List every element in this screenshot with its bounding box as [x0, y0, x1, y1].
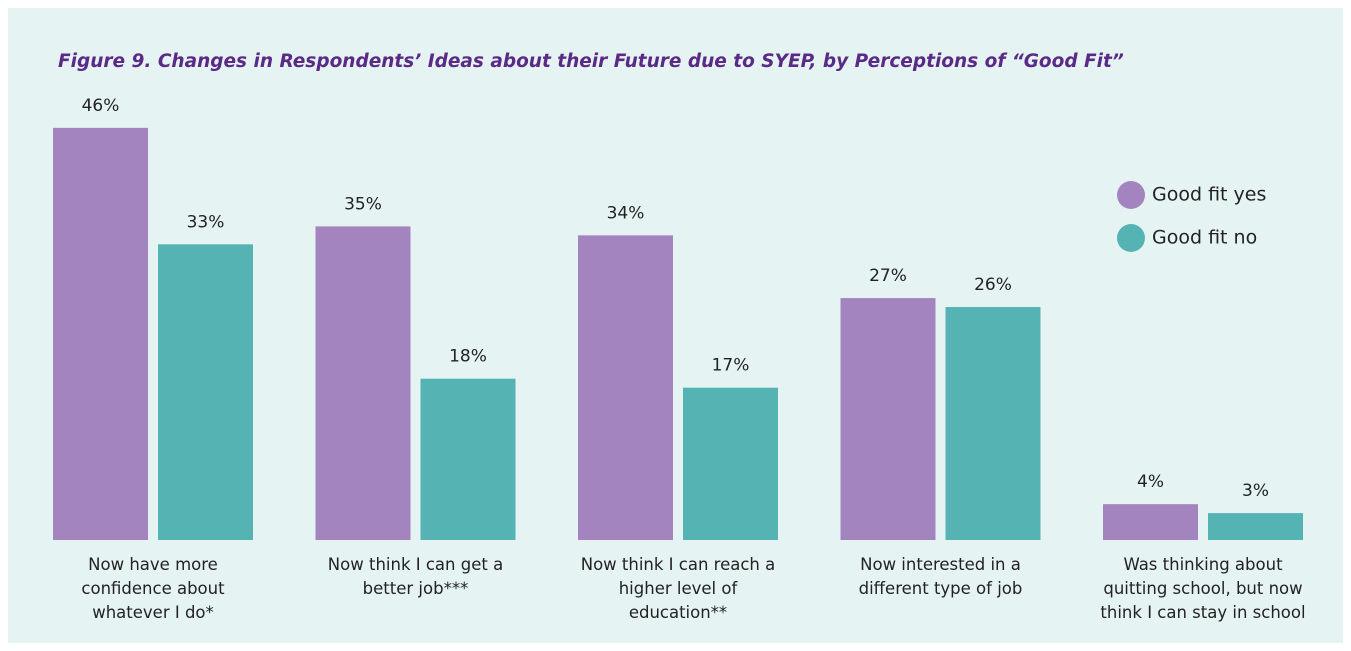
value-label: 35%	[344, 194, 382, 214]
legend-swatch	[1117, 181, 1145, 209]
legend-label: Good fit no	[1152, 227, 1257, 249]
chart-title: Figure 9. Changes in Respondents’ Ideas …	[58, 51, 1124, 72]
legend-swatch	[1117, 224, 1145, 252]
bar	[1208, 513, 1303, 540]
bar	[578, 235, 673, 541]
x-tick-label: Was thinking about quitting school, but …	[1100, 555, 1306, 622]
value-label: 26%	[974, 275, 1012, 295]
bar	[315, 226, 411, 540]
value-label: 34%	[607, 203, 645, 223]
value-label: 33%	[187, 212, 225, 232]
value-label: 46%	[82, 96, 120, 116]
value-label: 3%	[1242, 481, 1269, 501]
bar	[683, 387, 778, 540]
x-tick-label: Now think I can reach a higher level of …	[580, 555, 776, 622]
legend-label: Good fit yes	[1152, 184, 1266, 206]
bar	[1103, 504, 1198, 540]
bar	[840, 298, 936, 540]
x-tick-label: Now think I can get a better job***	[327, 555, 504, 598]
value-label: 4%	[1137, 472, 1164, 492]
bar	[420, 378, 516, 540]
bar	[158, 244, 253, 540]
bar	[945, 307, 1041, 540]
value-label: 27%	[869, 266, 907, 286]
x-tick-label: Now have more confidence about whatever …	[81, 555, 225, 622]
x-tick-label: Now interested in a different type of jo…	[858, 555, 1023, 598]
bar	[53, 127, 148, 540]
value-label: 17%	[712, 356, 750, 376]
value-label: 18%	[449, 347, 487, 367]
